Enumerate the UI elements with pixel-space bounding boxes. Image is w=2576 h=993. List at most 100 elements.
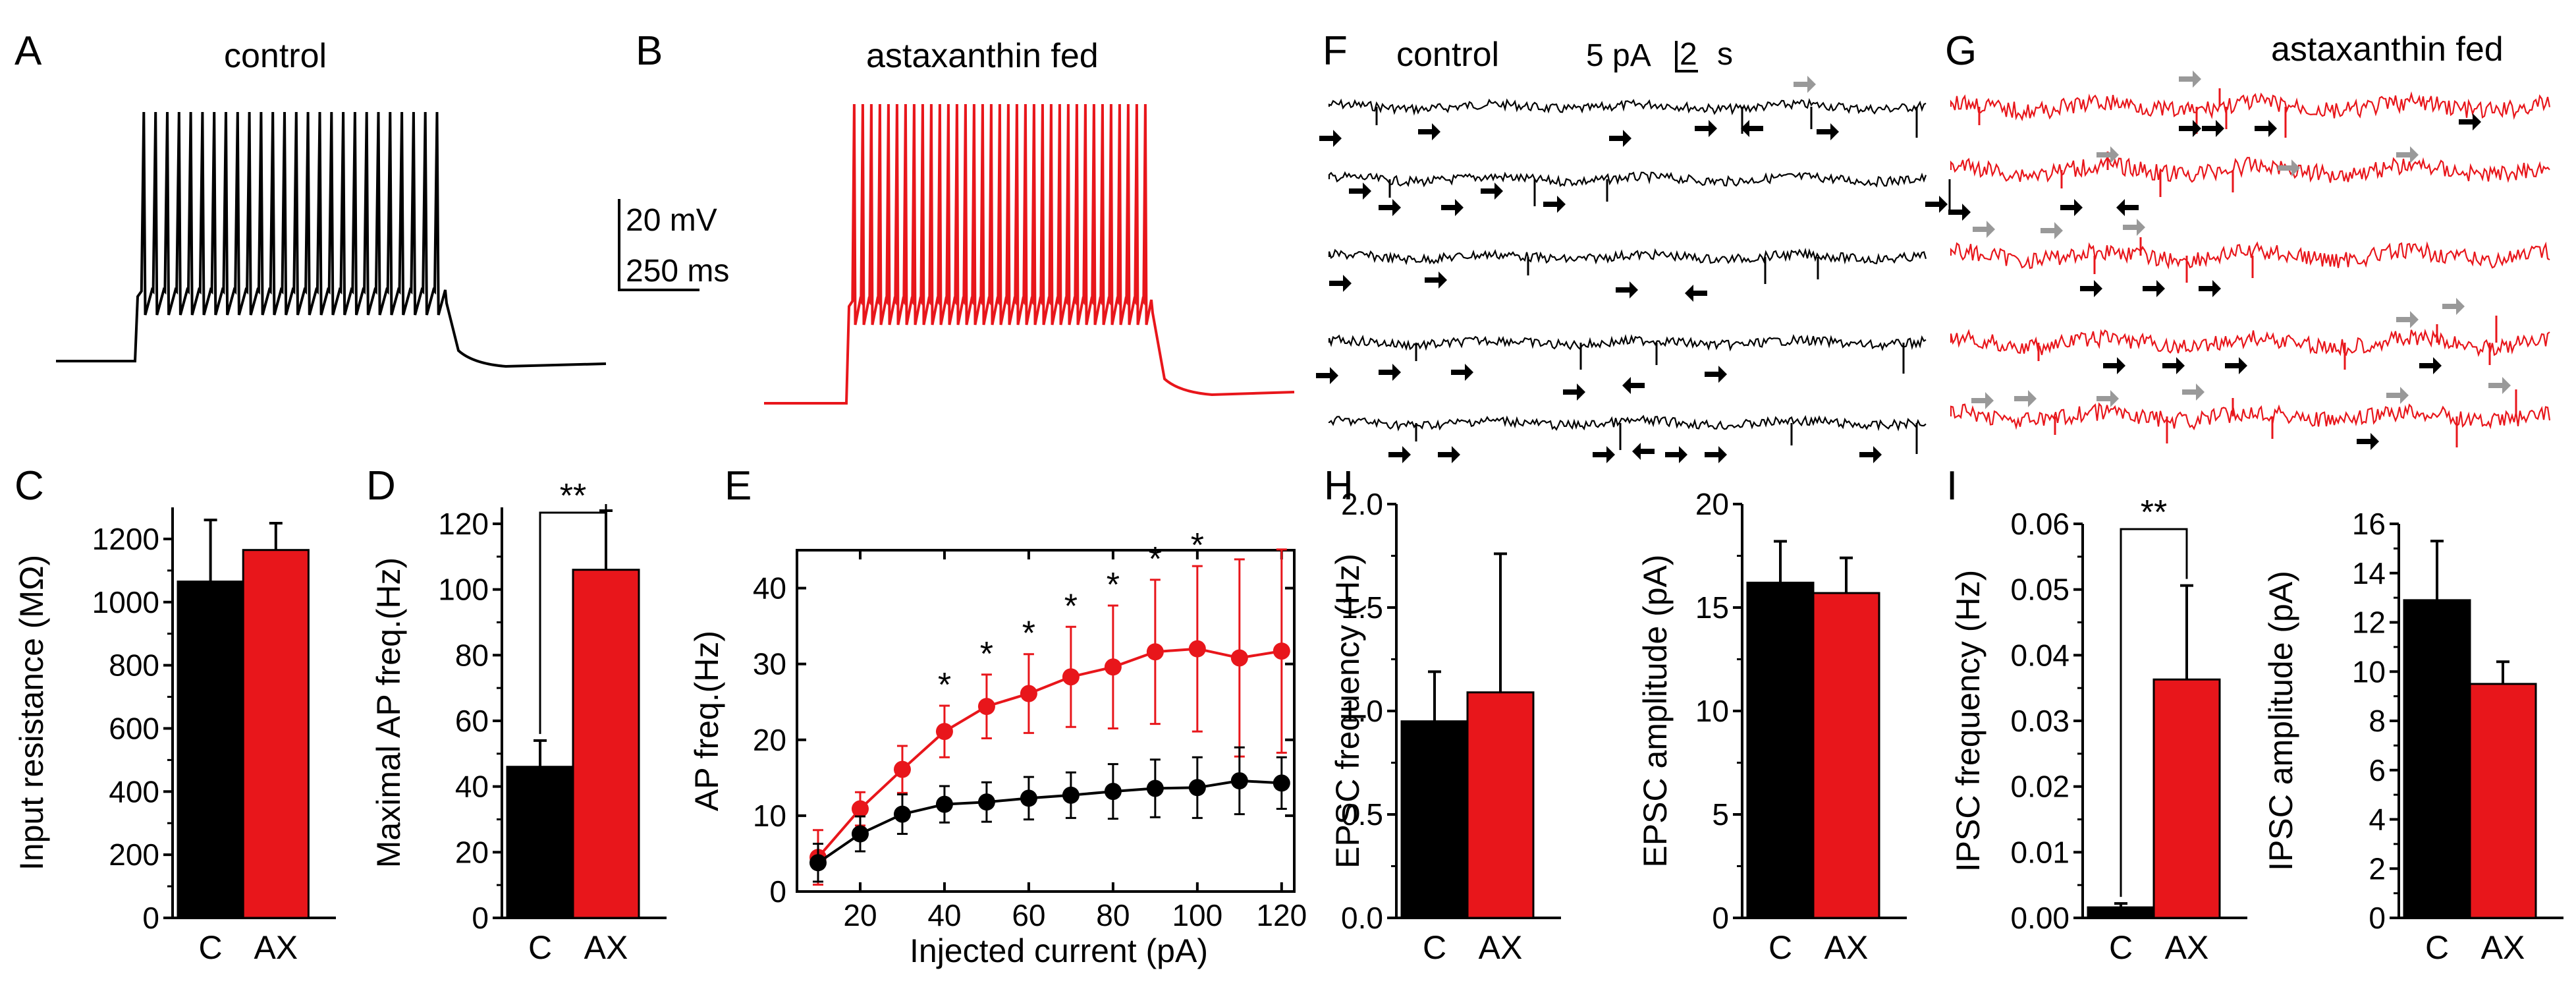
y-tick-label: 60	[455, 704, 489, 738]
significance-bracket	[2120, 528, 2188, 897]
data-point	[893, 805, 911, 823]
y-tick-label: 0.5	[1341, 797, 1383, 832]
significance-marker: *	[1064, 587, 1078, 625]
x-category-label: C	[1768, 929, 1792, 966]
control-trace-row	[1328, 98, 1927, 116]
data-point	[1230, 649, 1248, 667]
y-tick-label: 4	[2369, 803, 2386, 837]
arrow-icon	[2199, 280, 2221, 297]
y-tick-label: 0	[2369, 901, 2386, 935]
ax-trace-row	[1950, 91, 2551, 122]
open-arrow-icon	[2041, 222, 2063, 239]
arrow-icon	[2143, 280, 2165, 297]
panel-label-f: F	[1323, 28, 1348, 74]
y-axis-label: Maximal AP freq.(Hz)	[370, 557, 407, 868]
y-tick-label: 5	[1712, 797, 1729, 832]
arrow-icon	[1441, 199, 1464, 216]
x-category-label: AX	[2481, 929, 2525, 966]
data-point	[1020, 789, 1037, 807]
y-tick-label: 8	[2369, 704, 2386, 738]
data-point	[1062, 668, 1080, 686]
arrow-icon	[1705, 366, 1727, 383]
arrow-icon	[2357, 433, 2379, 450]
y-tick-label: 0.00	[2010, 901, 2069, 935]
arrow-icon	[2225, 357, 2247, 374]
bar-ax	[572, 569, 640, 919]
y-axis-label: IPSC amplitude (pA)	[2262, 571, 2299, 871]
data-point	[935, 795, 953, 813]
y-tick-label: 2	[2369, 851, 2386, 886]
arrow-icon	[1925, 196, 1948, 213]
panel-a-title: control	[224, 37, 327, 75]
arrow-icon	[1349, 183, 1371, 200]
arrow-icon	[2419, 357, 2442, 374]
arrow-icon	[2116, 199, 2139, 216]
arrow-icon	[1622, 377, 1645, 394]
y-tick-label: 10	[1695, 694, 1729, 728]
arrow-icon	[1741, 120, 1763, 137]
significance-marker: **	[560, 477, 586, 515]
ax-trace-row	[1950, 241, 2550, 270]
significance-marker: **	[2141, 494, 2167, 532]
open-arrow-icon	[2096, 146, 2119, 163]
scalebar-current-time: 5 pA 2 s	[1586, 37, 1733, 73]
data-point	[1104, 783, 1122, 801]
open-arrow-icon	[1971, 392, 1994, 409]
open-arrow-icon	[1973, 221, 1995, 238]
significance-marker: *	[1107, 566, 1120, 604]
bar-c	[506, 766, 574, 919]
x-category-label: C	[2425, 929, 2449, 966]
data-point	[977, 793, 995, 811]
bar-ax	[1812, 592, 1880, 919]
y-tick-label: 15	[1695, 590, 1729, 625]
x-category-label: AX	[1479, 929, 1523, 966]
ax-trace-row	[1950, 157, 2550, 183]
significance-marker: *	[980, 635, 993, 673]
bar-ax	[242, 549, 310, 919]
x-axis-label: Injected current (pA)	[910, 932, 1208, 969]
bar-ax	[1466, 691, 1535, 919]
arrow-icon	[2060, 199, 2083, 216]
significance-bracket	[539, 503, 607, 734]
significance-marker: *	[1022, 615, 1035, 653]
x-category-label: AX	[1824, 929, 1869, 966]
y-tick-label: 1000	[92, 585, 159, 619]
x-category-label: C	[2109, 929, 2133, 966]
panel-label-d: D	[366, 463, 396, 509]
data-point	[935, 723, 953, 741]
scalebar-current-label: 5 pA	[1586, 38, 1651, 73]
ax-trace-row	[1950, 402, 2551, 431]
x-tick-label: 120	[1256, 898, 1307, 932]
arrow-icon	[1379, 364, 1401, 381]
y-tick-label: 0.06	[2010, 507, 2069, 541]
y-tick-label: 100	[438, 573, 489, 607]
panel-f-title: control	[1396, 36, 1499, 74]
y-tick-label: 20	[455, 835, 489, 869]
data-point	[809, 854, 827, 872]
scalebar-time-label: 250 ms	[626, 254, 729, 289]
arrow-icon	[1859, 446, 1882, 463]
y-tick-label: 120	[438, 507, 489, 541]
control-trace-row	[1328, 171, 1927, 188]
significance-marker: *	[938, 666, 951, 704]
y-tick-label: 80	[455, 638, 489, 672]
arrow-icon	[1685, 285, 1707, 302]
y-tick-label: 16	[2352, 507, 2386, 541]
arrow-icon	[2459, 113, 2481, 130]
panel-g-title: astaxanthin fed	[2271, 30, 2504, 69]
x-category-label: AX	[2165, 929, 2209, 966]
arrow-icon	[1316, 367, 1338, 384]
scalebar-voltage-time: 20 mV 250 ms	[618, 199, 729, 291]
arrow-icon	[1418, 123, 1440, 140]
arrow-icon	[1451, 364, 1473, 381]
panel-label-a: A	[14, 28, 42, 74]
y-tick-label: 1.0	[1341, 694, 1383, 728]
y-axis-label: EPSC frequency (Hz)	[1329, 553, 1366, 868]
arrow-icon	[1948, 204, 1971, 221]
y-tick-label: 0	[769, 874, 786, 909]
data-point	[977, 698, 995, 716]
bar-ax	[2152, 678, 2221, 919]
y-tick-label: 0	[142, 901, 159, 935]
bar-c	[1746, 581, 1815, 919]
